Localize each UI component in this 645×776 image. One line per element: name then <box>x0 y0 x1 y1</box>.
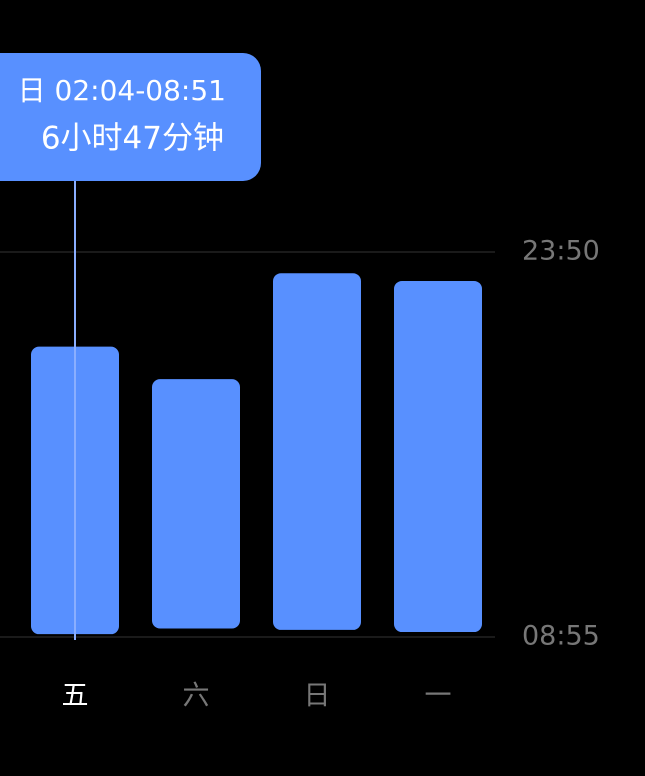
x-tick-label: 五 <box>62 681 89 712</box>
bar <box>152 379 240 629</box>
bar <box>394 280 482 633</box>
x-tick-label: 一 <box>425 681 452 712</box>
tooltip <box>0 53 261 181</box>
y-tick-label: 23:50 <box>522 236 600 267</box>
bar <box>273 273 361 630</box>
y-tick-label: 08:55 <box>522 621 600 652</box>
tooltip-time: 日 02:04-08:51 <box>18 74 226 107</box>
x-tick-label: 日 <box>304 681 331 712</box>
tooltip-duration: 6小时47分钟 <box>41 121 224 157</box>
x-tick-label: 六 <box>183 681 210 712</box>
